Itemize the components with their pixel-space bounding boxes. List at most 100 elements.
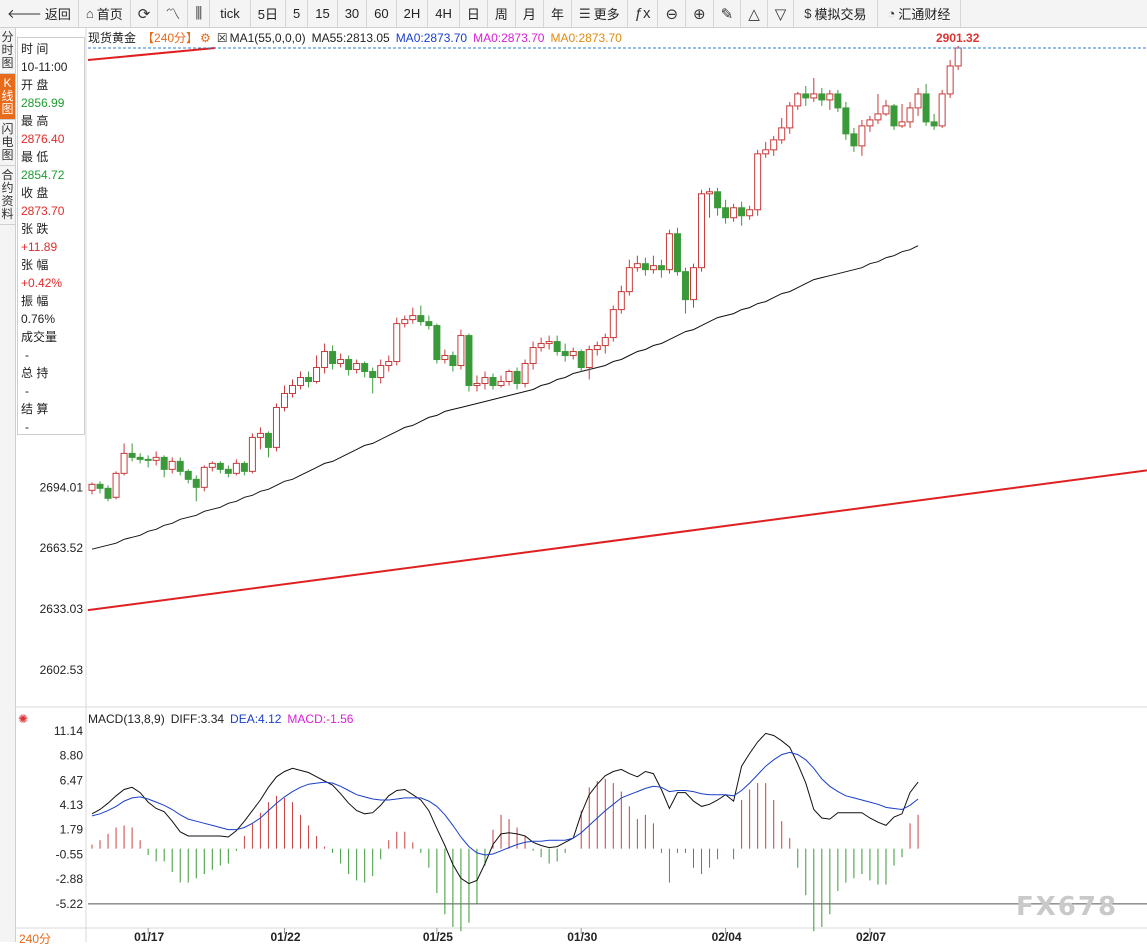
settings-icon[interactable]: ⚙ [200, 31, 211, 45]
huitong-button-label: 汇通财经 [898, 7, 951, 22]
zoom-out-button[interactable]: ⊖ [658, 0, 687, 27]
left-tab-0[interactable]: 分时图 [0, 28, 15, 74]
back-button-label: 返回 [44, 7, 71, 22]
period-week[interactable]: 周 [488, 0, 516, 27]
candle-body [641, 263, 649, 271]
candle-body [216, 462, 224, 470]
candle-body [649, 265, 657, 271]
ma-value: MA0:2873.70 [473, 31, 545, 45]
candle-body [746, 209, 754, 217]
triangle-up-icon: △ [748, 5, 760, 23]
candle-body [609, 309, 617, 339]
candle-body [136, 456, 144, 460]
info-label: 张 幅 [21, 258, 49, 272]
period-day[interactable]: 日 [460, 0, 488, 27]
info-value: - [25, 420, 29, 434]
candle-body [120, 452, 128, 474]
last-price-label: 2901.32 [936, 31, 980, 45]
candle-body [232, 462, 240, 474]
period-60[interactable]: 60 [367, 0, 397, 27]
candle-body [762, 149, 770, 155]
candle-body [240, 462, 248, 472]
price-tick-label: 2602.53 [40, 663, 84, 677]
info-label: 最 低 [21, 150, 49, 164]
candle-body [601, 337, 609, 347]
left-tab-2[interactable]: 闪电图 [0, 120, 15, 166]
arrow-down-button[interactable]: ▽ [768, 0, 795, 27]
refresh-button[interactable]: ⟳ [131, 0, 159, 27]
info-label: 结 算 [21, 402, 49, 416]
upper-channel-line [87, 47, 216, 61]
candle-body [633, 263, 641, 269]
info-label: 总 持 [21, 366, 49, 380]
candle-body [104, 487, 112, 499]
draw-button[interactable]: ✎ [714, 0, 742, 27]
candle-body [714, 191, 722, 209]
candle-body [890, 105, 898, 127]
period-label: 【240分】 [142, 31, 199, 45]
period-15[interactable]: 15 [308, 0, 338, 27]
diff-line [91, 732, 919, 885]
menu-icon: ☰ [578, 5, 591, 21]
candle-body [770, 139, 778, 151]
candle-body [248, 436, 256, 472]
indicator-button[interactable]: ƒx [628, 0, 659, 27]
candle-body [377, 365, 385, 378]
candle-body [585, 349, 593, 369]
period-month[interactable]: 月 [516, 0, 544, 27]
macd-tick-label: -2.88 [56, 872, 84, 886]
candle-body [946, 65, 954, 95]
period-4h-label: 4H [435, 6, 452, 21]
period-week-label: 周 [494, 7, 508, 22]
left-tab-3[interactable]: 合约资料 [0, 166, 15, 225]
period-15-label: 15 [315, 6, 330, 21]
candle-body [513, 371, 521, 384]
period-2h[interactable]: 2H [397, 0, 429, 27]
ma-toggle-icon[interactable]: ☒ [216, 31, 228, 45]
period-4h[interactable]: 4H [428, 0, 460, 27]
sim-trade-button[interactable]: $ 模拟交易 [794, 0, 878, 27]
period-5[interactable]: 5 [286, 0, 309, 27]
triangle-down-icon: ▽ [774, 5, 787, 23]
candle-type-button[interactable]: ⫼ [188, 0, 211, 27]
info-value: 10-11:00 [21, 60, 68, 74]
pencil-icon: ✎ [720, 5, 734, 23]
candle-body [168, 460, 176, 470]
candle-body [954, 47, 962, 67]
info-value: 2876.40 [21, 132, 65, 146]
huitong-button[interactable]: ◔ 汇通财经 [878, 0, 962, 27]
candle-body [834, 93, 842, 109]
home-button[interactable]: ⌂ 首页 [79, 0, 131, 27]
info-label: 收 盘 [21, 186, 49, 200]
candle-body [922, 93, 930, 123]
arrow-up-button[interactable]: △ [741, 0, 768, 27]
candle-body [898, 121, 906, 127]
more-button[interactable]: ☰ 更多 [572, 0, 628, 27]
info-value: 0.76% [21, 312, 56, 326]
candle-body [224, 468, 232, 474]
candle-body [690, 267, 697, 301]
candle-body [545, 341, 553, 345]
candle-body [826, 93, 834, 101]
period-5day[interactable]: 5日 [251, 0, 286, 27]
candle-body [313, 367, 321, 382]
back-button[interactable]: 🡐 返回 [0, 0, 79, 27]
period-tick[interactable]: tick [210, 0, 251, 27]
time-label: 01/22 [270, 930, 300, 942]
candle-body [481, 376, 489, 384]
plus-circle-icon: ⊕ [693, 5, 706, 23]
period-year[interactable]: 年 [544, 0, 572, 27]
zoom-in-button[interactable]: ⊕ [686, 0, 714, 27]
ma-value: MA1(55,0,0,0) [229, 31, 306, 45]
period-30[interactable]: 30 [338, 0, 368, 27]
time-label: 01/25 [423, 930, 453, 942]
chart-type-button[interactable]: 〽 [158, 0, 189, 27]
period-30-label: 30 [344, 6, 360, 21]
candle-body [778, 127, 786, 141]
candle-body [794, 93, 802, 107]
macd-settings-icon[interactable]: ✺ [18, 712, 29, 726]
candles-icon: ⫼ [195, 5, 203, 22]
candle-body [577, 351, 585, 369]
